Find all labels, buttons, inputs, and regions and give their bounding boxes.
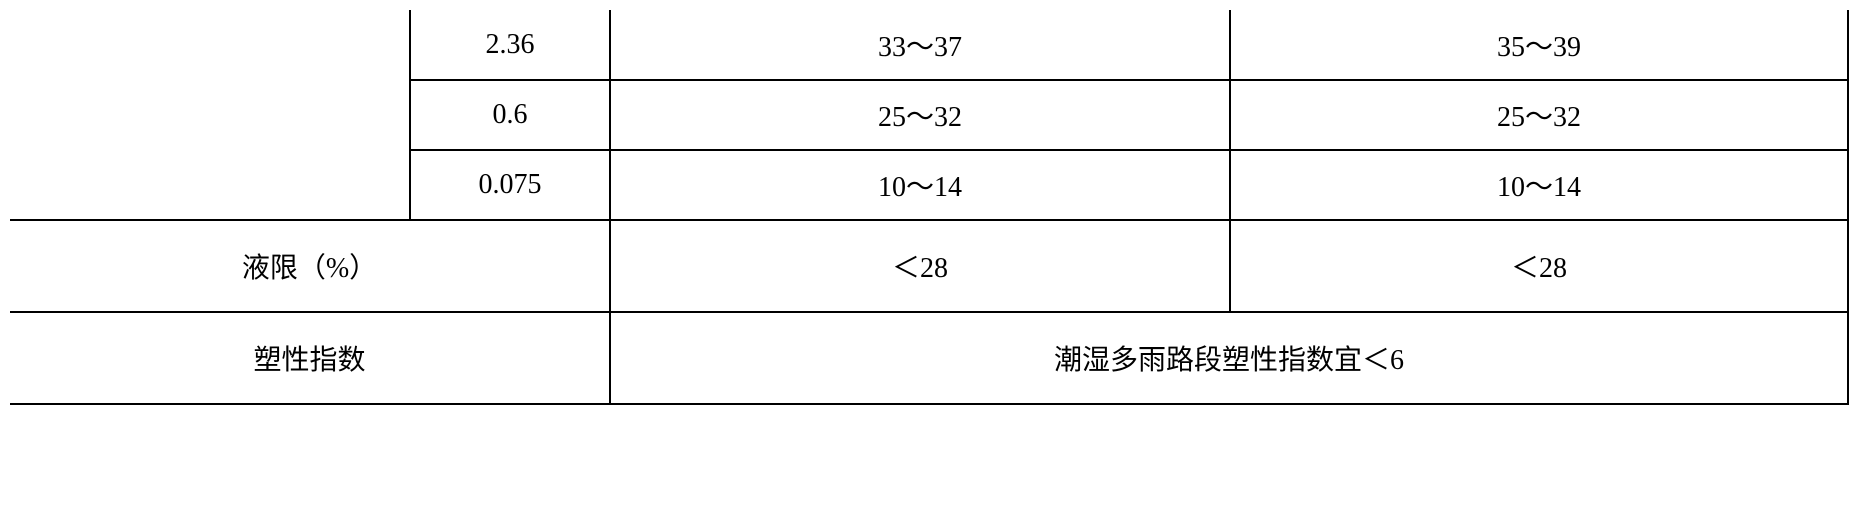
cell-value: ＜28 [610, 220, 1230, 312]
data-table: 2.36 33～37 35～39 0.6 25～32 25～32 0.075 1… [10, 10, 1849, 405]
cell-label-plasticity-index: 塑性指数 [10, 312, 610, 404]
table-row: 液限（%） ＜28 ＜28 [10, 220, 1848, 312]
cell-value: 10～14 [1230, 150, 1848, 220]
cell-blank [10, 10, 410, 220]
cell-value: ＜28 [1230, 220, 1848, 312]
cell-value: 35～39 [1230, 10, 1848, 80]
table-row: 2.36 33～37 35～39 [10, 10, 1848, 80]
cell-value: 0.075 [410, 150, 610, 220]
cell-value: 2.36 [410, 10, 610, 80]
cell-value: 10～14 [610, 150, 1230, 220]
cell-value: 25～32 [1230, 80, 1848, 150]
cell-value: 25～32 [610, 80, 1230, 150]
cell-label-liquid-limit: 液限（%） [10, 220, 610, 312]
table-row: 塑性指数 潮湿多雨路段塑性指数宜＜6 [10, 312, 1848, 404]
cell-value: 0.6 [410, 80, 610, 150]
cell-value: 33～37 [610, 10, 1230, 80]
cell-value: 潮湿多雨路段塑性指数宜＜6 [610, 312, 1848, 404]
